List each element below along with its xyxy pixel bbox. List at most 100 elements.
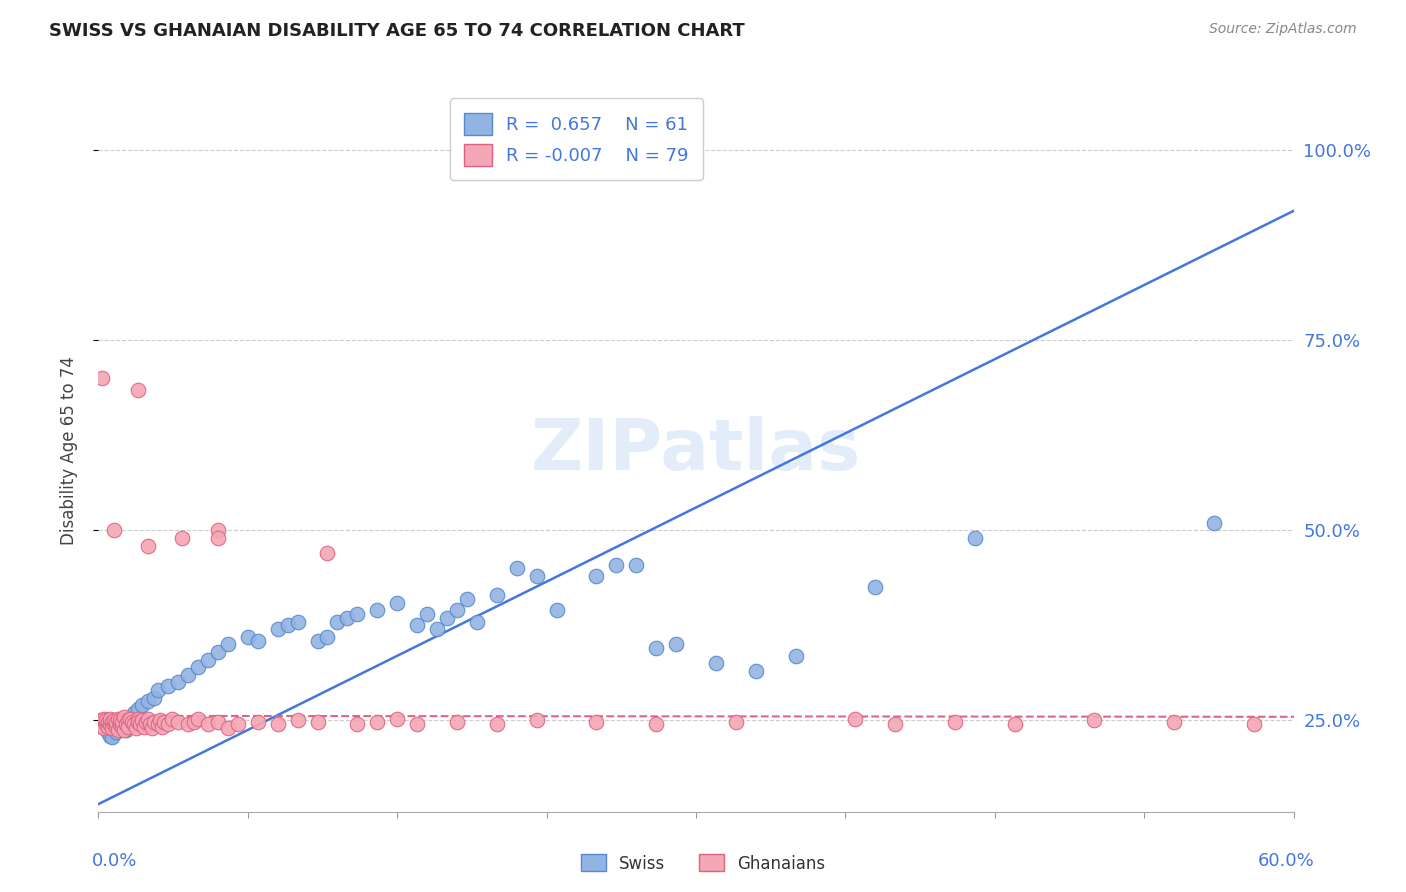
Point	[117, 720, 139, 734]
Point	[111, 714, 134, 728]
Point	[121, 714, 143, 729]
Point	[943, 714, 966, 729]
Point	[150, 720, 173, 734]
Point	[446, 603, 468, 617]
Point	[406, 717, 429, 731]
Point	[506, 561, 529, 575]
Point	[884, 717, 907, 731]
Point	[160, 712, 183, 726]
Point	[112, 720, 135, 734]
Point	[167, 675, 190, 690]
Point	[526, 569, 548, 583]
Text: Source: ZipAtlas.com: Source: ZipAtlas.com	[1209, 22, 1357, 37]
Point	[267, 717, 290, 731]
Point	[117, 714, 139, 728]
Y-axis label: Disability Age 65 to 74: Disability Age 65 to 74	[59, 356, 77, 545]
Point	[585, 714, 607, 729]
Legend: R =  0.657    N = 61, R = -0.007    N = 79: R = 0.657 N = 61, R = -0.007 N = 79	[450, 98, 703, 180]
Point	[105, 714, 128, 729]
Point	[127, 714, 149, 729]
Point	[226, 717, 249, 731]
Point	[101, 730, 124, 744]
Point	[287, 714, 309, 728]
Point	[406, 618, 429, 632]
Point	[93, 717, 115, 731]
Point	[446, 714, 468, 729]
Point	[96, 714, 118, 728]
Point	[1382, 128, 1405, 142]
Point	[207, 524, 229, 538]
Point	[307, 633, 329, 648]
Point	[139, 717, 162, 731]
Point	[93, 712, 115, 726]
Point	[197, 717, 219, 731]
Point	[267, 622, 290, 636]
Point	[157, 679, 180, 693]
Point	[177, 717, 200, 731]
Point	[107, 723, 129, 737]
Point	[115, 717, 138, 731]
Point	[246, 714, 269, 729]
Point	[98, 729, 122, 743]
Point	[197, 652, 219, 666]
Point	[177, 668, 200, 682]
Point	[645, 641, 668, 656]
Point	[485, 717, 508, 731]
Point	[366, 714, 388, 729]
Point	[110, 717, 132, 731]
Point	[101, 714, 124, 729]
Point	[93, 721, 115, 735]
Point	[456, 591, 478, 606]
Point	[167, 714, 190, 729]
Point	[115, 723, 138, 737]
Point	[111, 720, 134, 734]
Point	[97, 724, 120, 739]
Point	[1083, 714, 1105, 728]
Point	[1243, 717, 1265, 731]
Point	[1004, 717, 1026, 731]
Point	[148, 683, 170, 698]
Point	[120, 712, 142, 726]
Point	[112, 709, 135, 723]
Point	[785, 648, 807, 663]
Point	[110, 714, 132, 728]
Point	[111, 714, 134, 729]
Point	[127, 712, 149, 726]
Point	[626, 558, 648, 572]
Point	[107, 712, 129, 726]
Point	[236, 630, 259, 644]
Point	[136, 712, 159, 726]
Point	[183, 714, 205, 729]
Point	[91, 720, 114, 734]
Point	[172, 531, 194, 545]
Point	[117, 712, 139, 726]
Point	[131, 714, 153, 728]
Point	[187, 660, 209, 674]
Point	[127, 383, 149, 397]
Point	[91, 371, 114, 385]
Point	[105, 720, 128, 734]
Point	[316, 546, 339, 560]
Point	[112, 723, 135, 737]
Point	[465, 615, 488, 629]
Text: 60.0%: 60.0%	[1258, 852, 1315, 870]
Point	[96, 717, 118, 731]
Point	[426, 622, 449, 636]
Point	[105, 724, 128, 739]
Point	[157, 717, 180, 731]
Text: ZIPatlas: ZIPatlas	[531, 416, 860, 485]
Point	[1202, 516, 1225, 530]
Point	[103, 524, 125, 538]
Point	[844, 712, 866, 726]
Point	[385, 712, 409, 726]
Point	[745, 664, 768, 678]
Point	[98, 712, 122, 726]
Point	[217, 637, 239, 651]
Point	[665, 637, 688, 651]
Point	[91, 714, 114, 729]
Point	[97, 714, 120, 729]
Point	[148, 717, 170, 731]
Legend: Swiss, Ghanaians: Swiss, Ghanaians	[574, 847, 832, 880]
Point	[131, 698, 153, 713]
Point	[346, 607, 368, 621]
